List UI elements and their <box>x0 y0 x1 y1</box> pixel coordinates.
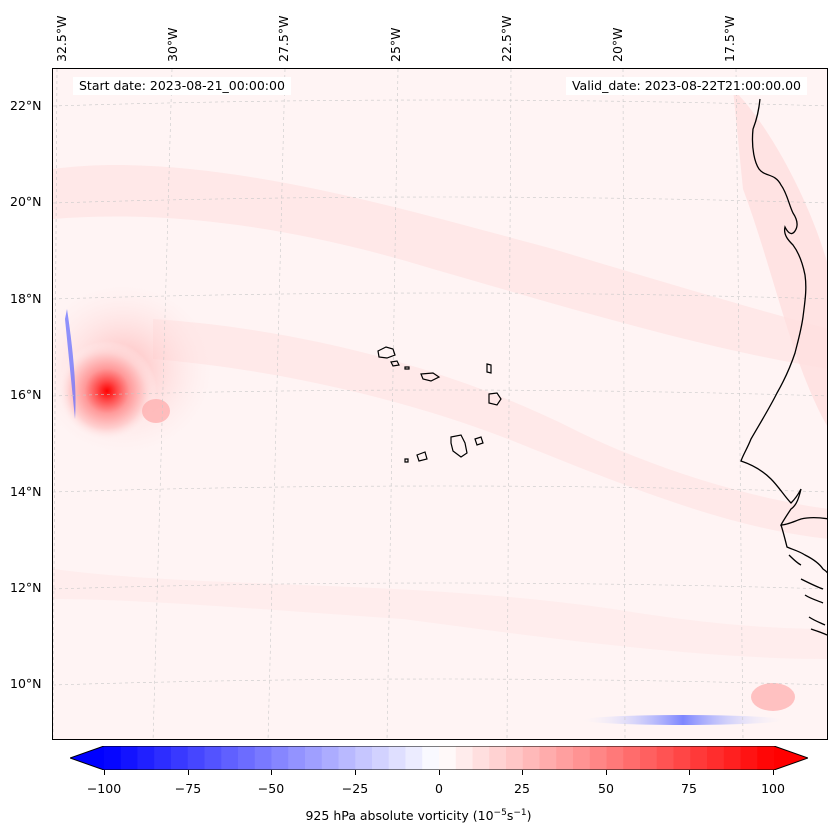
colorbar-segment <box>589 746 607 770</box>
lat-label-18n: 18°N <box>10 291 42 306</box>
colorbar-segment <box>623 746 641 770</box>
cape-verde-islands <box>377 346 502 463</box>
colorbar-segment <box>305 746 323 770</box>
colorbar-segment <box>422 746 440 770</box>
colorbar-tick <box>439 770 440 775</box>
negative-vorticity-streak-west <box>65 309 76 419</box>
colorbar-tick-label: 0 <box>435 781 443 796</box>
colorbar-segment <box>455 746 473 770</box>
colorbar <box>68 745 810 771</box>
colorbar-segment <box>338 746 356 770</box>
pink-band-central <box>153 319 827 539</box>
colorbar-segment <box>254 746 272 770</box>
lon-label-17-5w: 17.5°W <box>722 15 737 62</box>
colorbar-segment <box>640 746 658 770</box>
colorbar-segment <box>171 746 189 770</box>
pink-band-east <box>733 89 827 426</box>
colorbar-tick <box>271 770 272 775</box>
lat-label-12n: 12°N <box>10 580 42 595</box>
colorbar-segment <box>355 746 373 770</box>
lon-label-27-5w: 27.5°W <box>276 15 291 62</box>
colorbar-tick-label: 100 <box>761 781 785 796</box>
colorbar-segment <box>271 746 289 770</box>
colorbar-tick-label: 75 <box>681 781 697 796</box>
colorbar-segment <box>522 746 540 770</box>
gridlines <box>53 69 827 739</box>
colorbar-label: 925 hPa absolute vorticity (10−5s−1) <box>0 808 837 823</box>
pink-band-south <box>53 569 827 659</box>
lat-label-10n: 10°N <box>10 676 42 691</box>
colorbar-segment <box>489 746 507 770</box>
lat-label-20n: 20°N <box>10 194 42 209</box>
colorbar-segment <box>439 746 457 770</box>
valid-date-label: Valid_date: 2023-08-22T21:00:00.00 <box>565 77 807 95</box>
pink-band-north <box>53 165 827 369</box>
vorticity-maximum <box>57 341 157 441</box>
colorbar-segment <box>472 746 490 770</box>
colorbar-tick <box>689 770 690 775</box>
colorbar-tick-label: −100 <box>86 781 122 796</box>
positive-vorticity-blob-southeast <box>751 683 795 711</box>
colorbar-segment <box>405 746 423 770</box>
lat-label-22n: 22°N <box>10 98 42 113</box>
colorbar-tick-label: 50 <box>598 781 614 796</box>
colorbar-tick <box>773 770 774 775</box>
negative-vorticity-streak-south <box>583 715 783 725</box>
colorbar-segment <box>707 746 725 770</box>
colorbar-tick <box>355 770 356 775</box>
colorbar-segment <box>372 746 390 770</box>
start-date-label: Start date: 2023-08-21_00:00:00 <box>73 77 291 95</box>
colorbar-svg <box>68 745 810 771</box>
colorbar-segment <box>120 746 138 770</box>
colorbar-tick-label: −25 <box>341 781 369 796</box>
african-coastline <box>740 98 827 636</box>
colorbar-segment <box>506 746 524 770</box>
colorbar-segment <box>137 746 155 770</box>
colorbar-tick-label: −75 <box>174 781 202 796</box>
colorbar-segment <box>673 746 691 770</box>
lon-label-25w: 25°W <box>388 27 403 62</box>
colorbar-tick <box>104 770 105 775</box>
colorbar-segment <box>388 746 406 770</box>
colorbar-tick <box>606 770 607 775</box>
lon-label-20w: 20°W <box>610 27 625 62</box>
colorbar-segment <box>154 746 172 770</box>
colorbar-segment <box>690 746 708 770</box>
colorbar-tick-label: −50 <box>257 781 285 796</box>
lon-label-32-5w: 32.5°W <box>54 15 69 62</box>
colorbar-segment <box>238 746 256 770</box>
colorbar-segment <box>187 746 205 770</box>
colorbar-segment <box>740 746 758 770</box>
colorbar-segment <box>221 746 239 770</box>
colorbar-label-end: ) <box>526 808 532 824</box>
colorbar-segment <box>556 746 574 770</box>
colorbar-tick <box>188 770 189 775</box>
colorbar-extend-high <box>774 746 808 770</box>
colorbar-segment <box>656 746 674 770</box>
colorbar-extend-low <box>70 746 104 770</box>
lat-label-14n: 14°N <box>10 484 42 499</box>
lon-label-22-5w: 22.5°W <box>499 15 514 62</box>
colorbar-segment <box>539 746 557 770</box>
colorbar-label-exp1: −5 <box>493 808 507 818</box>
vorticity-map[interactable] <box>52 68 828 740</box>
colorbar-label-text: 925 hPa absolute vorticity (10 <box>305 808 494 824</box>
vorticity-secondary <box>142 399 170 423</box>
colorbar-label-mid: s <box>506 808 514 824</box>
colorbar-segment <box>104 746 122 770</box>
colorbar-segment <box>204 746 222 770</box>
colorbar-tick-label: 25 <box>514 781 530 796</box>
colorbar-segment <box>573 746 591 770</box>
colorbar-tick <box>522 770 523 775</box>
lon-label-30w: 30°W <box>165 27 180 62</box>
colorbar-label-exp2: −1 <box>513 808 527 818</box>
colorbar-segment <box>321 746 339 770</box>
colorbar-segment <box>606 746 624 770</box>
lat-label-16n: 16°N <box>10 387 42 402</box>
colorbar-segment <box>757 746 775 770</box>
colorbar-segment <box>723 746 741 770</box>
colorbar-segment <box>288 746 306 770</box>
map-canvas <box>53 69 827 739</box>
